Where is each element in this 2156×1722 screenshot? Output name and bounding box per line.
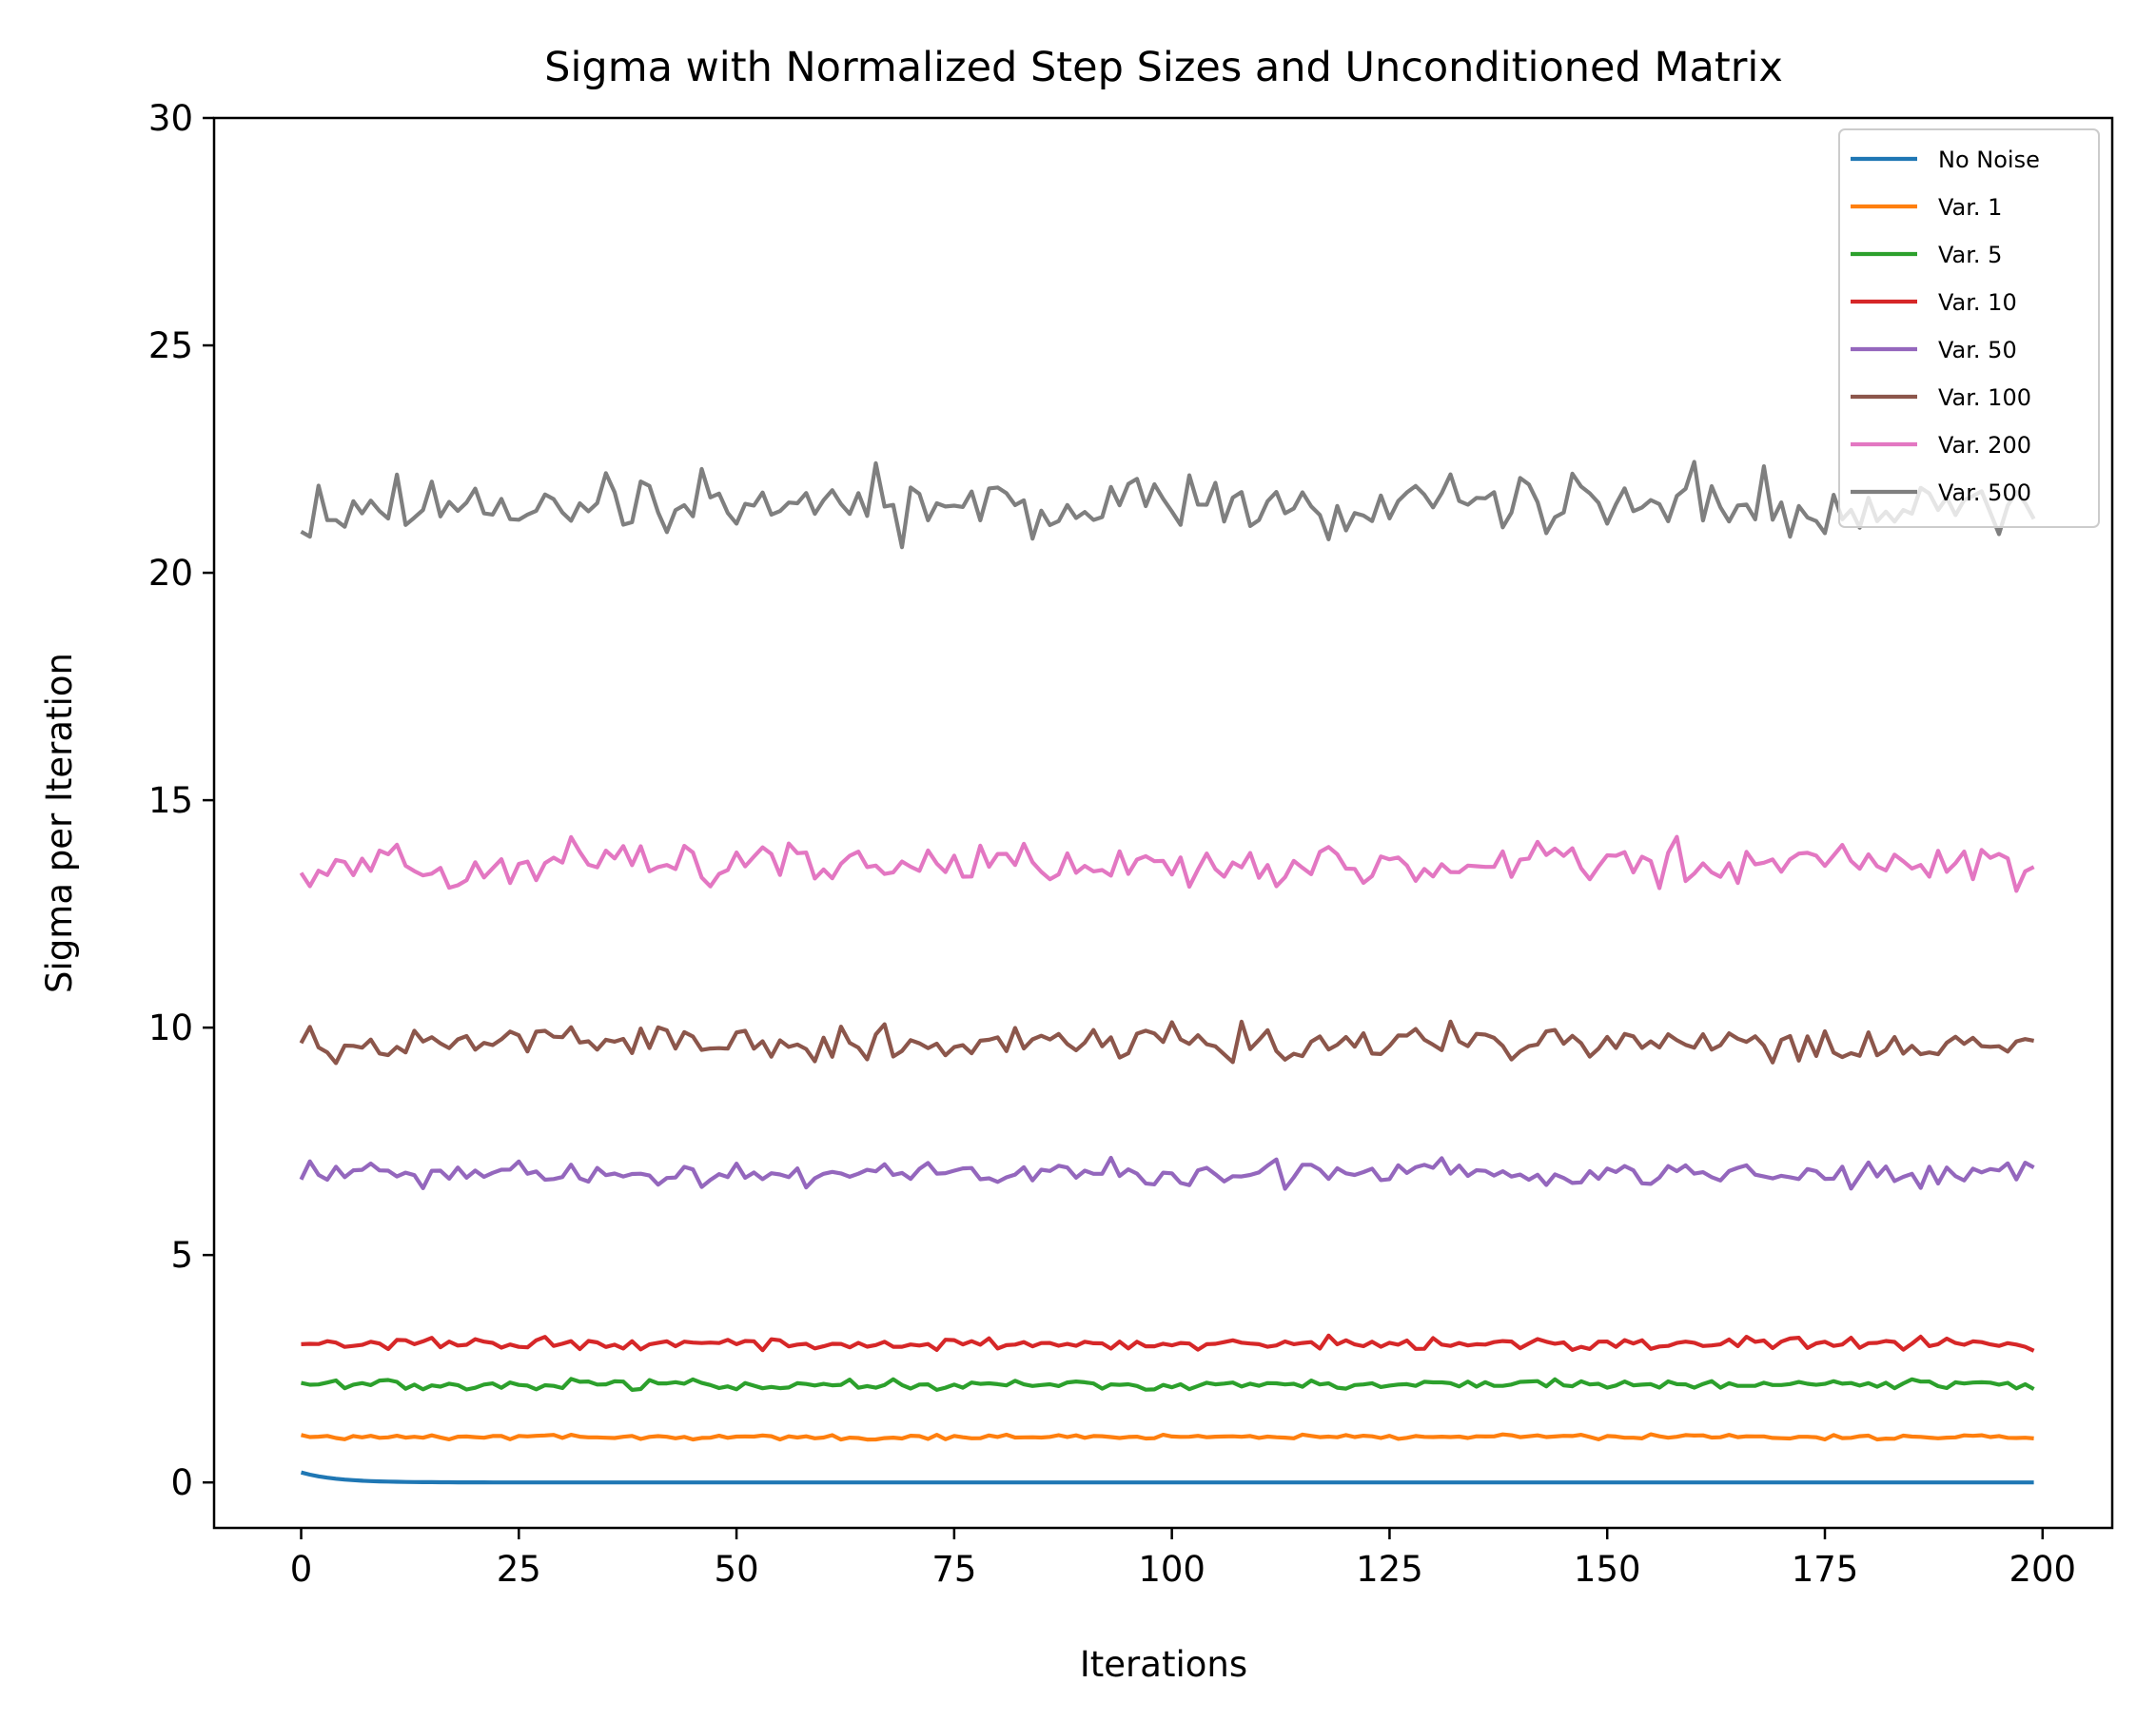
- legend-label: Var. 50: [1938, 337, 2017, 363]
- x-tick-label: 50: [715, 1549, 759, 1590]
- series-line-4: [299, 1155, 2035, 1191]
- legend-label: Var. 10: [1938, 289, 2017, 316]
- series-line-6: [299, 834, 2035, 893]
- legend-label: Var. 5: [1938, 242, 2002, 268]
- chart-title: Sigma with Normalized Step Sizes and Unc…: [544, 44, 1783, 91]
- x-tick-label: 150: [1574, 1549, 1641, 1590]
- y-tick-label: 5: [170, 1235, 193, 1276]
- legend-box: [1838, 128, 2100, 528]
- series-line-1: [301, 1432, 2034, 1442]
- series-line-5: [299, 1019, 2034, 1066]
- x-axis: 0 25 50 75 100 125 150 175 200: [290, 1528, 2076, 1590]
- y-tick-label: 0: [170, 1462, 193, 1503]
- legend-label: Var. 100: [1938, 384, 2031, 411]
- plot-frame: [212, 116, 2114, 1530]
- legend: No Noise Var. 1 Var. 5 Var. 10 Var. 50 Var. 1…: [1838, 128, 2100, 528]
- y-tick-label: 20: [148, 553, 193, 594]
- series-line-2: [301, 1377, 2035, 1393]
- legend-label: Var. 200: [1938, 432, 2031, 459]
- y-axis-label: Sigma per Iteration: [39, 653, 80, 993]
- series-line-3: [301, 1333, 2035, 1353]
- legend-label: Var. 1: [1938, 194, 2002, 221]
- series-line-7: [300, 460, 2036, 550]
- x-tick-label: 0: [290, 1549, 313, 1590]
- x-tick-label: 175: [1792, 1549, 1859, 1590]
- y-tick-label: 25: [148, 325, 193, 366]
- x-axis-label: Iterations: [1080, 1644, 1247, 1685]
- x-tick-label: 25: [497, 1549, 541, 1590]
- x-tick-label: 75: [931, 1549, 976, 1590]
- legend-label: Var. 500: [1938, 479, 2031, 506]
- x-tick-label: 200: [2009, 1549, 2076, 1590]
- x-tick-label: 125: [1356, 1549, 1423, 1590]
- legend-label: No Noise: [1938, 147, 2040, 173]
- series-line-0: [300, 1470, 2034, 1485]
- y-tick-label: 30: [148, 98, 193, 139]
- y-tick-label: 15: [148, 780, 193, 821]
- y-axis: 0 5 10 15 20 25 30: [148, 98, 214, 1503]
- plot-lines: [299, 460, 2036, 1485]
- y-tick-label: 10: [148, 1008, 193, 1048]
- x-tick-label: 100: [1138, 1549, 1205, 1590]
